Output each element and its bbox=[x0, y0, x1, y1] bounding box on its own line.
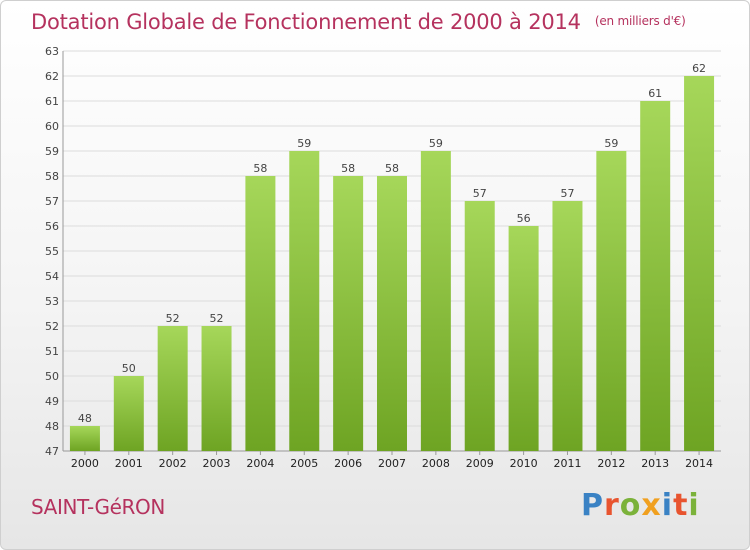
logo-letter: i bbox=[661, 488, 674, 523]
logo-letter: P bbox=[581, 488, 604, 523]
x-tick-label: 2008 bbox=[422, 457, 450, 470]
x-tick-label: 2009 bbox=[466, 457, 494, 470]
logo-letter: t bbox=[673, 488, 689, 523]
y-tick-label: 53 bbox=[45, 295, 59, 308]
bar bbox=[552, 201, 583, 451]
x-tick-label: 2014 bbox=[685, 457, 713, 470]
x-tick-label: 2011 bbox=[553, 457, 581, 470]
chart-title-text: Dotation Globale de Fonctionnement de 20… bbox=[31, 10, 581, 34]
chart-unit: (en milliers d'€) bbox=[594, 14, 686, 28]
value-label: 58 bbox=[253, 162, 267, 175]
bars bbox=[69, 76, 715, 451]
value-label: 57 bbox=[473, 187, 487, 200]
value-label: 58 bbox=[341, 162, 355, 175]
value-label: 57 bbox=[560, 187, 574, 200]
bar bbox=[157, 326, 188, 451]
y-tick-label: 57 bbox=[45, 195, 59, 208]
value-label: 62 bbox=[692, 62, 706, 75]
bar bbox=[289, 151, 320, 451]
logo-letter: i bbox=[688, 488, 700, 523]
y-tick-label: 62 bbox=[45, 70, 59, 83]
y-axis-ticks: 47 48 49 50 51 52 53 54 55 56 57 58 59 60 61 62 63 bbox=[45, 45, 59, 458]
value-label: 59 bbox=[429, 137, 443, 150]
value-label: 59 bbox=[297, 137, 311, 150]
value-label: 50 bbox=[122, 362, 136, 375]
y-tick-label: 56 bbox=[45, 220, 59, 233]
bar bbox=[684, 76, 715, 451]
value-label: 52 bbox=[166, 312, 180, 325]
town-name: SAINT-GéRON bbox=[31, 495, 165, 519]
logo-letter: r bbox=[604, 488, 620, 523]
bar bbox=[464, 201, 495, 451]
bar bbox=[245, 176, 276, 451]
value-label: 52 bbox=[210, 312, 224, 325]
bar bbox=[420, 151, 451, 451]
x-tick-label: 2002 bbox=[159, 457, 187, 470]
x-tick-label: 2010 bbox=[510, 457, 538, 470]
bar bbox=[201, 326, 232, 451]
value-label: 61 bbox=[648, 87, 662, 100]
proxiti-logo[interactable]: Proxiti bbox=[581, 488, 700, 523]
x-tick-label: 2000 bbox=[71, 457, 99, 470]
x-tick-label: 2012 bbox=[597, 457, 625, 470]
logo-letter: o bbox=[619, 488, 642, 523]
y-tick-label: 59 bbox=[45, 145, 59, 158]
x-tick-label: 2001 bbox=[115, 457, 143, 470]
x-tick-label: 2004 bbox=[246, 457, 274, 470]
value-label: 56 bbox=[517, 212, 531, 225]
y-tick-label: 55 bbox=[45, 245, 59, 258]
y-tick-label: 63 bbox=[45, 45, 59, 58]
x-tick-label: 2006 bbox=[334, 457, 362, 470]
bar bbox=[508, 226, 539, 451]
value-label: 58 bbox=[385, 162, 399, 175]
x-tick-label: 2013 bbox=[641, 457, 669, 470]
y-tick-label: 50 bbox=[45, 370, 59, 383]
y-tick-label: 49 bbox=[45, 395, 59, 408]
x-tick-label: 2005 bbox=[290, 457, 318, 470]
y-tick-label: 48 bbox=[45, 420, 59, 433]
logo-letter: x bbox=[641, 488, 662, 523]
value-label: 48 bbox=[78, 412, 92, 425]
x-tick-label: 2007 bbox=[378, 457, 406, 470]
y-tick-label: 58 bbox=[45, 170, 59, 183]
bar bbox=[69, 426, 100, 451]
x-axis-ticks: 2000 2001 2002 2003 2004 2005 2006 2007 2008 2009… bbox=[71, 451, 713, 470]
y-tick-label: 61 bbox=[45, 95, 59, 108]
chart-title: Dotation Globale de Fonctionnement de 20… bbox=[31, 10, 686, 34]
x-tick-label: 2003 bbox=[203, 457, 231, 470]
bar bbox=[596, 151, 627, 451]
y-tick-label: 51 bbox=[45, 345, 59, 358]
y-tick-label: 47 bbox=[45, 445, 59, 458]
bar bbox=[113, 376, 144, 451]
value-label: 59 bbox=[604, 137, 618, 150]
y-tick-label: 54 bbox=[45, 270, 59, 283]
bar bbox=[333, 176, 364, 451]
bar bbox=[377, 176, 407, 451]
y-tick-label: 52 bbox=[45, 320, 59, 333]
y-tick-label: 60 bbox=[45, 120, 59, 133]
bar bbox=[640, 101, 671, 451]
value-labels: 48 50 52 52 58 59 58 58 59 57 56 57 59 61 62 bbox=[78, 62, 706, 425]
